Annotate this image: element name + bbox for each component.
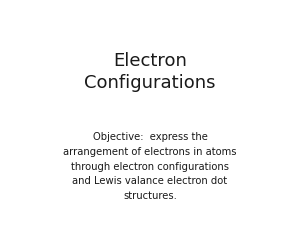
Text: Objective:  express the
arrangement of electrons in atoms
through electron confi: Objective: express the arrangement of el…	[63, 132, 237, 201]
Text: Electron
Configurations: Electron Configurations	[84, 52, 216, 92]
